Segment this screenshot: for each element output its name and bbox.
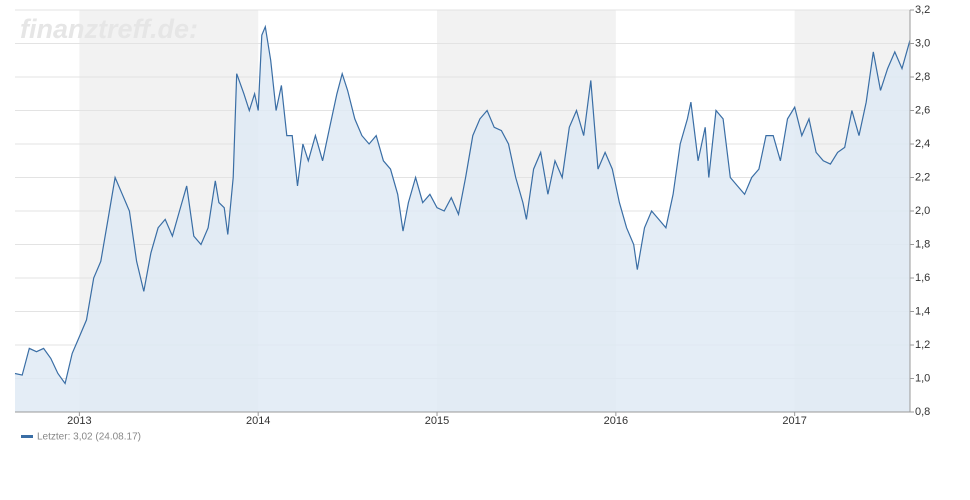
- y-tick-label: 1,2: [915, 339, 930, 351]
- legend-swatch: [21, 435, 33, 438]
- y-tick-label: 1,0: [915, 372, 930, 384]
- x-tick-label: 2013: [67, 415, 91, 427]
- y-tick-label: 0,8: [915, 406, 930, 418]
- y-tick-label: 1,8: [915, 238, 930, 250]
- x-tick-label: 2017: [782, 415, 806, 427]
- y-tick-label: 3,2: [915, 4, 930, 16]
- y-tick-label: 2,8: [915, 71, 930, 83]
- y-tick-label: 2,2: [915, 171, 930, 183]
- x-tick-label: 2016: [604, 415, 628, 427]
- watermark: finanztreff.de:: [20, 14, 198, 44]
- y-tick-label: 2,4: [915, 138, 930, 150]
- y-tick-label: 2,6: [915, 104, 930, 116]
- x-tick-label: 2014: [246, 415, 270, 427]
- x-tick-label: 2015: [425, 415, 449, 427]
- y-tick-label: 1,4: [915, 305, 930, 317]
- y-tick-label: 3,0: [915, 37, 930, 49]
- y-tick-label: 2,0: [915, 205, 930, 217]
- price-line: [14, 24, 911, 385]
- legend-label: Letzter: 3,02 (24.08.17): [37, 432, 141, 443]
- y-tick-label: 1,6: [915, 272, 930, 284]
